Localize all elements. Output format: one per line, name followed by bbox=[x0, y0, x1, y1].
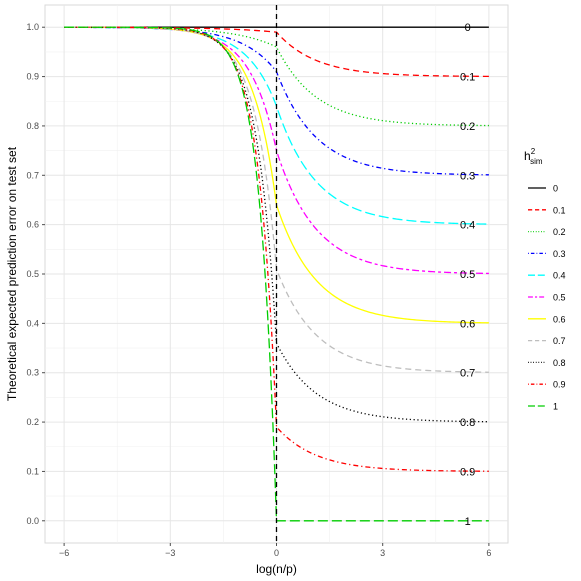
end-label-0-3: 0.3 bbox=[460, 170, 475, 182]
legend: h2 sim 0 0.1 0.2 0.3 0.4 0.5 0.6 0.7 0.8 0.9 1 bbox=[524, 147, 566, 412]
end-label-0-7: 0.7 bbox=[460, 368, 475, 380]
end-label-0-4: 0.4 bbox=[460, 220, 475, 232]
legend-label-0-9: 0.9 bbox=[553, 380, 566, 390]
legend-label-0-3: 0.3 bbox=[553, 249, 566, 259]
legend-label-0-8: 0.8 bbox=[553, 358, 566, 368]
legend-label-1: 1 bbox=[553, 402, 558, 412]
y-tick-label: 0.0 bbox=[26, 516, 39, 526]
legend-label-0: 0 bbox=[553, 184, 558, 194]
x-axis-title: log(n/p) bbox=[256, 562, 297, 576]
y-tick-label: 0.8 bbox=[26, 121, 39, 131]
x-tick-label: 0 bbox=[274, 548, 279, 558]
legend-label-0-5: 0.5 bbox=[553, 293, 566, 303]
legend-title: h2 sim bbox=[524, 147, 543, 166]
y-tick-label: 0.2 bbox=[26, 417, 39, 427]
legend-label-0-6: 0.6 bbox=[553, 314, 566, 324]
y-tick-label: 0.3 bbox=[26, 368, 39, 378]
grid bbox=[44, 4, 509, 544]
legend-label-0-7: 0.7 bbox=[553, 336, 566, 346]
legend-label-0-1: 0.1 bbox=[553, 205, 566, 215]
series-line-0-9 bbox=[64, 26, 489, 472]
y-tick-label: 0.7 bbox=[26, 170, 39, 180]
end-label-0-1: 0.1 bbox=[460, 72, 475, 84]
x-tick-label: −6 bbox=[59, 548, 69, 558]
y-tick-label: 0.1 bbox=[26, 466, 39, 476]
y-tick-label: 0.6 bbox=[26, 220, 39, 230]
end-label-0-9: 0.9 bbox=[460, 466, 475, 478]
y-tick-label: 0.5 bbox=[26, 269, 39, 279]
legend-label-0-2: 0.2 bbox=[553, 227, 566, 237]
y-tick-label: 0.9 bbox=[26, 72, 39, 82]
end-label-0-2: 0.2 bbox=[460, 121, 475, 133]
end-label-0: 0 bbox=[465, 22, 471, 34]
y-tick-label: 0.4 bbox=[26, 318, 39, 328]
axes: −6 −3 0 3 6 0.0 0.1 0.2 0.3 0.4 0.5 0.6 0.7 0.8 0.9 1.0 bbox=[26, 22, 491, 558]
x-tick-label: 3 bbox=[380, 548, 385, 558]
y-axis-title: Theoretical expected prediction error on… bbox=[5, 146, 19, 401]
end-label-0-6: 0.6 bbox=[460, 318, 475, 330]
end-label-0-8: 0.8 bbox=[460, 417, 475, 429]
y-tick-label: 1.0 bbox=[26, 22, 39, 32]
x-tick-label: 6 bbox=[486, 548, 491, 558]
end-labels: 0 0.1 0.2 0.3 0.4 0.5 0.6 0.7 0.8 0.9 1 bbox=[460, 22, 475, 528]
legend-label-0-4: 0.4 bbox=[553, 271, 566, 281]
end-label-1: 1 bbox=[465, 516, 471, 528]
series-line-0-8 bbox=[64, 26, 489, 423]
end-label-0-5: 0.5 bbox=[460, 269, 475, 281]
x-tick-label: −3 bbox=[165, 548, 175, 558]
